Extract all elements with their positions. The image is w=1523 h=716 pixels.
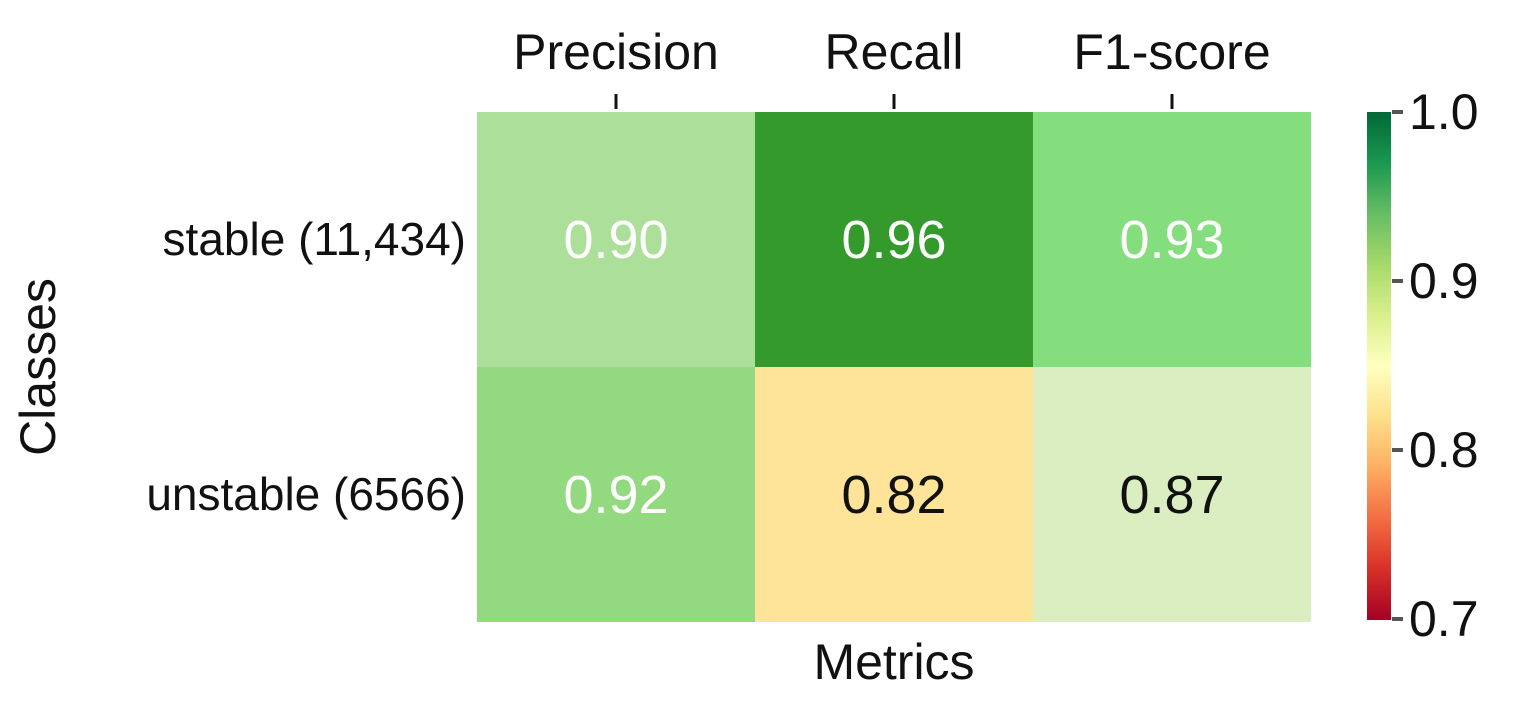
heatmap-cell: 0.96 (755, 112, 1033, 367)
cell-value: 0.93 (1119, 209, 1225, 270)
colorbar-tick-mark (1392, 279, 1403, 283)
heatmap-cell: 0.90 (477, 112, 755, 367)
row-label: stable (11,434) (162, 213, 466, 265)
cell-value: 0.96 (841, 209, 947, 270)
colorbar-tick-label: 0.7 (1409, 591, 1479, 647)
heatmap-cell: 0.92 (477, 367, 755, 622)
column-tick-mark (614, 94, 618, 109)
colorbar-tick-mark (1392, 110, 1403, 114)
column-header-f1-score: F1-score (1073, 24, 1271, 80)
heatmap-cell: 0.87 (1033, 367, 1311, 622)
cell-value: 0.92 (563, 464, 669, 525)
column-header-recall: Recall (824, 24, 964, 80)
column-tick-mark (892, 94, 896, 109)
heatmap-cell: 0.82 (755, 367, 1033, 622)
colorbar (1367, 112, 1391, 620)
row-label: unstable (6566) (146, 468, 466, 520)
colorbar-tick-mark (1392, 448, 1403, 452)
column-tick-mark (1170, 94, 1174, 109)
colorbar-tick-label: 0.8 (1409, 422, 1479, 478)
column-header-precision: Precision (513, 24, 719, 80)
cell-value: 0.90 (563, 209, 669, 270)
cell-value: 0.87 (1119, 464, 1225, 525)
x-axis-title: Metrics (813, 634, 975, 690)
colorbar-tick-mark (1392, 617, 1403, 621)
heatmap-grid: 0.90 0.96 0.93 0.92 0.82 0.87 (477, 112, 1311, 622)
colorbar-tick-label: 1.0 (1409, 84, 1479, 140)
colorbar-tick-label: 0.9 (1409, 253, 1479, 309)
y-axis-title: Classes (10, 278, 66, 456)
heatmap-cell: 0.93 (1033, 112, 1311, 367)
cell-value: 0.82 (841, 464, 947, 525)
